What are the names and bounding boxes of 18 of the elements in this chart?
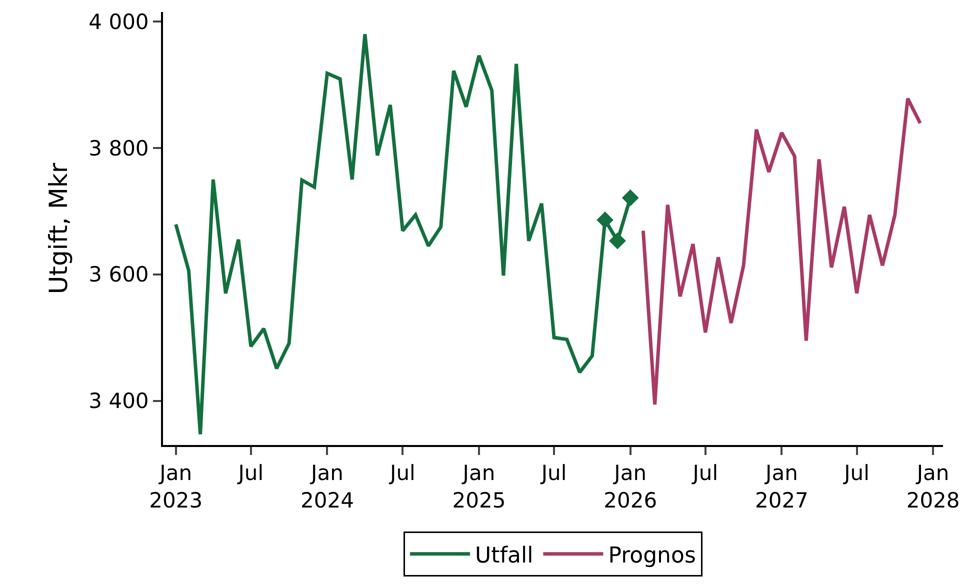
x-tick-label: Jul xyxy=(236,461,264,486)
x-tick-label: Jan 2028 xyxy=(906,461,960,512)
y-tick-label: 4 000 xyxy=(88,10,149,34)
x-tick-label: Jan 2025 xyxy=(452,461,506,512)
x-tick-label: Jul xyxy=(690,461,718,486)
x-tick-label: Jul xyxy=(842,461,870,486)
legend-label: Utfall xyxy=(475,543,534,568)
x-tick-label: Jul xyxy=(388,461,416,486)
legend-label: Prognos xyxy=(608,543,696,568)
x-tick-label: Jan 2024 xyxy=(300,461,354,512)
y-tick-label: 3 400 xyxy=(88,389,149,414)
x-tick-label: Jan 2026 xyxy=(604,461,658,512)
y-axis-title: Utgift, Mkr xyxy=(44,162,73,294)
x-tick-label: Jul xyxy=(539,461,567,486)
y-tick-label: 3 600 xyxy=(88,262,149,287)
y-tick-label: 3 800 xyxy=(88,136,149,160)
x-tick-label: Jan 2023 xyxy=(149,461,203,512)
x-tick-label: Jan 2027 xyxy=(754,461,808,512)
